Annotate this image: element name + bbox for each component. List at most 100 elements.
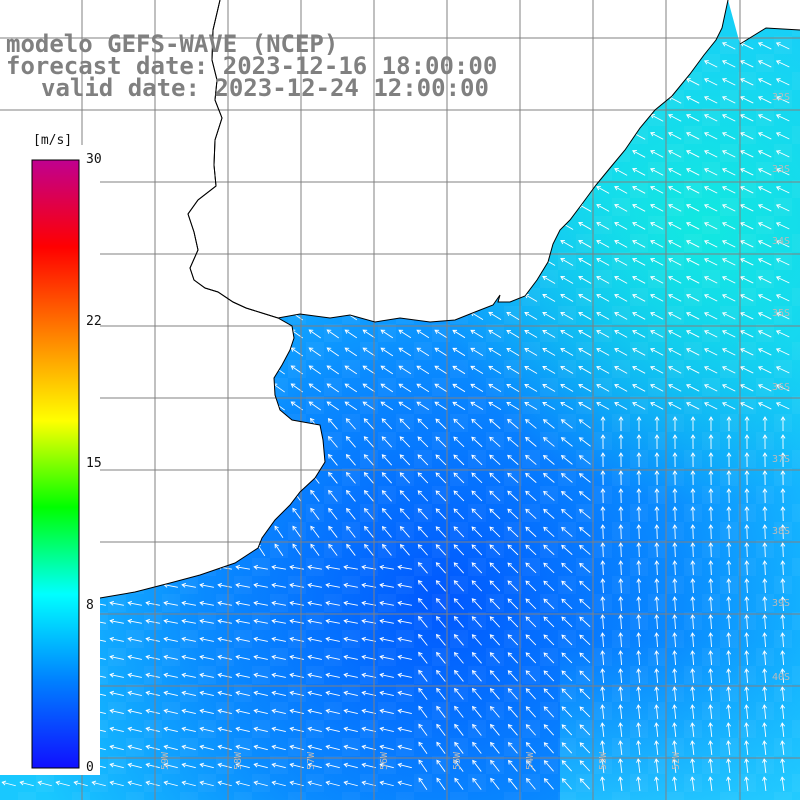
- field-cell: [504, 792, 522, 800]
- wind-arrow: [690, 776, 695, 792]
- wind-arrow: [417, 562, 428, 574]
- wind-arrow: [525, 742, 536, 754]
- wind-arrow: [703, 402, 718, 410]
- wind-arrow: [489, 580, 501, 592]
- wind-arrow: [703, 258, 718, 266]
- wind-arrow: [650, 240, 664, 248]
- wind-arrow: [578, 419, 591, 429]
- wind-arrow: [600, 560, 606, 576]
- wind-arrow: [780, 722, 786, 738]
- wind-arrow: [253, 708, 268, 715]
- wind-arrow: [488, 401, 502, 411]
- wind-arrow: [650, 204, 664, 212]
- wind-arrow: [325, 600, 340, 606]
- wind-arrow: [579, 670, 591, 682]
- wind-arrow: [561, 580, 573, 592]
- field-cell: [720, 90, 738, 108]
- field-cell: [594, 270, 612, 288]
- wind-arrow: [685, 312, 700, 320]
- wind-arrow: [690, 596, 696, 612]
- field-cell: [324, 378, 342, 396]
- wind-arrow: [379, 618, 394, 624]
- wind-arrow: [721, 204, 736, 212]
- wind-arrow: [614, 348, 628, 356]
- wind-arrow: [744, 632, 750, 648]
- wind-arrow: [739, 204, 754, 212]
- field-cell: [468, 450, 486, 468]
- wind-arrow: [163, 618, 178, 624]
- wind-arrow: [471, 490, 483, 502]
- field-cell: [576, 396, 594, 414]
- wind-arrow: [762, 506, 768, 522]
- wind-arrow: [579, 598, 591, 610]
- field-cell: [450, 360, 468, 378]
- field-cell: [684, 288, 702, 306]
- wind-arrow: [739, 222, 754, 230]
- longitude-label: 57W: [306, 751, 317, 770]
- wind-arrow: [307, 636, 322, 642]
- field-cell: [144, 612, 162, 630]
- wind-arrow: [325, 618, 340, 624]
- wind-arrow: [343, 654, 358, 660]
- wind-arrow: [672, 632, 678, 648]
- field-cell: [288, 360, 306, 378]
- wind-arrow: [600, 668, 606, 684]
- field-cell: [522, 450, 540, 468]
- wind-arrow: [618, 668, 624, 684]
- wind-arrow: [308, 401, 322, 411]
- field-cell: [198, 774, 216, 792]
- wind-arrow: [289, 780, 304, 787]
- wind-arrow: [326, 365, 340, 375]
- wind-arrow: [346, 543, 356, 556]
- wind-arrow: [418, 723, 428, 736]
- wind-arrow: [435, 472, 447, 484]
- wind-arrow: [654, 650, 660, 666]
- wind-arrow: [654, 434, 660, 450]
- wind-arrow: [614, 186, 628, 194]
- field-cell: [540, 432, 558, 450]
- wind-arrow: [543, 634, 555, 646]
- wind-arrow: [762, 560, 768, 576]
- wind-arrow: [780, 434, 786, 450]
- wind-arrow: [418, 633, 428, 646]
- wind-arrow: [379, 762, 394, 769]
- wind-arrow: [489, 472, 501, 484]
- wind-arrow: [721, 402, 736, 410]
- wind-arrow: [416, 365, 430, 375]
- wind-arrow: [757, 42, 772, 50]
- field-cell: [792, 396, 800, 414]
- wind-arrow: [618, 650, 624, 666]
- field-cell: [486, 324, 504, 342]
- wind-arrow: [708, 542, 714, 558]
- wind-arrow: [775, 60, 790, 68]
- field-cell: [576, 342, 594, 360]
- field-cell: [720, 306, 738, 324]
- field-cell: [792, 720, 800, 738]
- wind-arrow: [762, 452, 768, 468]
- wind-arrow: [471, 598, 483, 610]
- field-cell: [558, 738, 576, 756]
- wind-arrow: [453, 598, 464, 610]
- field-cell: [468, 720, 486, 738]
- wind-arrow: [762, 776, 767, 792]
- wind-arrow: [685, 132, 700, 140]
- field-cell: [162, 594, 180, 612]
- wind-arrow: [381, 418, 393, 430]
- wind-arrow: [636, 704, 642, 720]
- field-cell: [774, 144, 792, 162]
- wind-arrow: [145, 708, 160, 715]
- wind-arrow: [163, 762, 178, 769]
- wind-arrow: [381, 525, 392, 538]
- wind-arrow: [507, 741, 518, 754]
- field-cell: [774, 90, 792, 108]
- wind-arrow: [235, 726, 250, 733]
- wind-arrow: [775, 114, 790, 122]
- wind-arrow: [636, 560, 642, 576]
- wind-arrow: [739, 114, 754, 122]
- wind-arrow: [757, 222, 772, 230]
- field-cell: [378, 594, 396, 612]
- wind-arrow: [507, 580, 519, 592]
- wind-arrow: [578, 312, 592, 320]
- wind-arrow: [325, 708, 340, 715]
- wind-arrow: [217, 726, 232, 733]
